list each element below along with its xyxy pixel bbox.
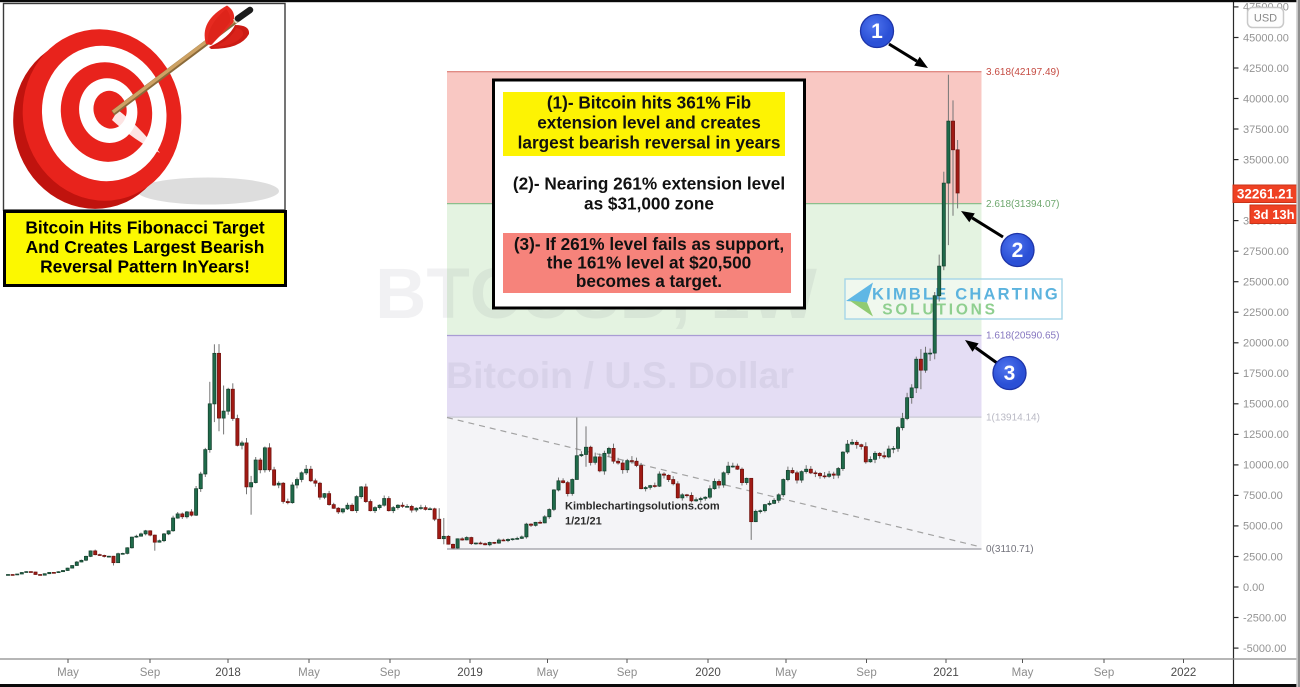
svg-text:2020: 2020: [695, 667, 721, 679]
svg-text:Sep: Sep: [1094, 667, 1114, 679]
svg-text:40000.00: 40000.00: [1243, 93, 1289, 105]
svg-text:the 161% level at $20,500: the 161% level at $20,500: [547, 253, 751, 273]
svg-text:USD: USD: [1254, 13, 1277, 25]
svg-text:-2500.00: -2500.00: [1243, 612, 1286, 624]
svg-text:(3)- If 261% level fails as su: (3)- If 261% level fails as support,: [514, 234, 784, 254]
svg-text:KIMBLE CHARTING: KIMBLE CHARTING: [872, 286, 1060, 304]
svg-text:May: May: [775, 667, 797, 679]
svg-text:3d 13h: 3d 13h: [1253, 207, 1294, 222]
svg-text:1: 1: [871, 20, 883, 43]
svg-text:May: May: [57, 667, 79, 679]
svg-text:15000.00: 15000.00: [1243, 399, 1289, 411]
svg-text:as $31,000 zone: as $31,000 zone: [584, 194, 714, 214]
svg-text:extension level and creates: extension level and creates: [537, 113, 761, 133]
svg-text:2022: 2022: [1171, 667, 1197, 679]
svg-text:Sep: Sep: [617, 667, 637, 679]
svg-text:7500.00: 7500.00: [1243, 490, 1283, 502]
svg-text:2500.00: 2500.00: [1243, 551, 1283, 563]
svg-text:2018: 2018: [215, 667, 241, 679]
svg-text:20000.00: 20000.00: [1243, 338, 1289, 350]
svg-text:17500.00: 17500.00: [1243, 368, 1289, 380]
svg-text:May: May: [537, 667, 559, 679]
svg-text:(1)- Bitcoin hits 361% Fib: (1)- Bitcoin hits 361% Fib: [547, 93, 751, 113]
svg-text:Sep: Sep: [856, 667, 876, 679]
svg-text:Sep: Sep: [140, 667, 160, 679]
svg-text:35000.00: 35000.00: [1243, 154, 1289, 166]
svg-text:2019: 2019: [457, 667, 483, 679]
svg-text:Kimblechartingsolutions.com: Kimblechartingsolutions.com: [565, 501, 720, 513]
svg-text:25000.00: 25000.00: [1243, 277, 1289, 289]
svg-text:-5000.00: -5000.00: [1243, 643, 1286, 655]
svg-text:Bitcoin Hits Fibonacci Target: Bitcoin Hits Fibonacci Target: [25, 218, 265, 238]
svg-text:2: 2: [1012, 239, 1024, 262]
svg-text:May: May: [1012, 667, 1034, 679]
svg-text:3: 3: [1004, 362, 1016, 385]
svg-text:2021: 2021: [933, 667, 959, 679]
svg-text:27500.00: 27500.00: [1243, 246, 1289, 258]
svg-text:0.00: 0.00: [1243, 582, 1264, 594]
svg-text:32261.21: 32261.21: [1237, 187, 1294, 202]
svg-text:0(3110.71): 0(3110.71): [986, 544, 1034, 555]
svg-text:5000.00: 5000.00: [1243, 521, 1283, 533]
svg-text:3.618(42197.49): 3.618(42197.49): [986, 67, 1059, 78]
svg-text:And Creates Largest Bearish: And Creates Largest Bearish: [26, 237, 265, 257]
svg-text:SOLUTIONS: SOLUTIONS: [882, 302, 998, 319]
svg-text:Bitcoin / U.S. Dollar: Bitcoin / U.S. Dollar: [446, 354, 794, 396]
svg-text:(2)- Nearing 261% extension le: (2)- Nearing 261% extension level: [513, 174, 785, 194]
svg-text:May: May: [298, 667, 320, 679]
svg-text:12500.00: 12500.00: [1243, 429, 1289, 441]
svg-text:largest bearish reversal in ye: largest bearish reversal in years: [518, 133, 781, 153]
svg-text:Reversal Pattern InYears!: Reversal Pattern InYears!: [40, 257, 250, 277]
svg-text:1.618(20590.65): 1.618(20590.65): [986, 331, 1059, 342]
svg-text:22500.00: 22500.00: [1243, 307, 1289, 319]
svg-text:42500.00: 42500.00: [1243, 63, 1289, 75]
svg-text:10000.00: 10000.00: [1243, 460, 1289, 472]
svg-text:becomes a target.: becomes a target.: [576, 271, 722, 291]
svg-text:1/21/21: 1/21/21: [565, 516, 602, 528]
svg-text:2.618(31394.07): 2.618(31394.07): [986, 199, 1059, 210]
svg-text:37500.00: 37500.00: [1243, 124, 1289, 136]
svg-text:Sep: Sep: [380, 667, 400, 679]
svg-text:1(13914.14): 1(13914.14): [986, 412, 1040, 423]
svg-text:45000.00: 45000.00: [1243, 32, 1289, 44]
